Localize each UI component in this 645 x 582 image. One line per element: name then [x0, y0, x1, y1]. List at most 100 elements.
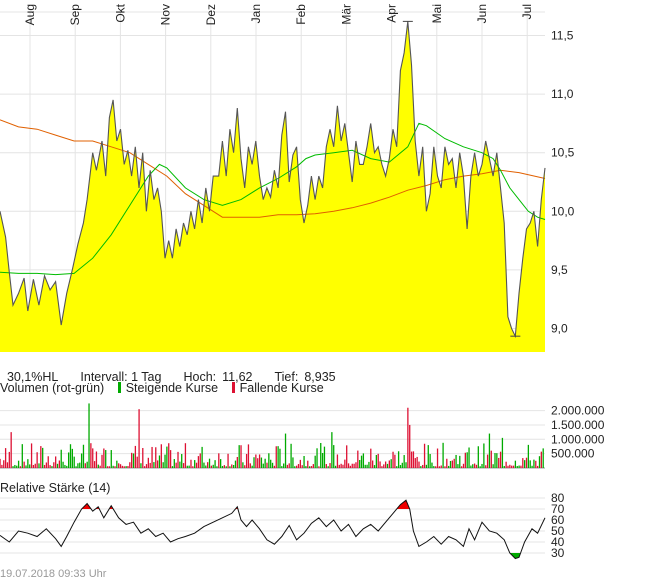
volume-bar-119 — [219, 459, 222, 468]
volume-bar-1 — [1, 464, 3, 468]
volume-bar-258 — [477, 446, 479, 468]
volume-bar-293 — [542, 448, 544, 468]
volume-bar-218 — [403, 455, 405, 468]
volume-bar-115 — [212, 464, 214, 468]
volume-bar-210 — [388, 460, 390, 468]
volume-bar-167 — [308, 466, 311, 468]
volume-bar-111 — [205, 465, 207, 468]
volume-bar-80 — [147, 457, 149, 468]
volume-bar-39 — [71, 448, 73, 468]
volume-bar-7 — [12, 466, 14, 468]
volume-bar-242 — [448, 465, 450, 468]
volume-bar-29 — [53, 462, 55, 468]
rsi-title: Relative Stärke (14) — [0, 481, 111, 495]
volume-bar-232 — [429, 453, 431, 468]
volume-bar-34 — [62, 461, 64, 468]
volume-bar-191 — [353, 463, 355, 468]
volume-bar-41 — [75, 466, 77, 468]
volume-bar-254 — [470, 465, 472, 468]
month-label-1: Sep — [68, 4, 82, 26]
rsi-overbought-fill — [0, 500, 545, 509]
price-tick-label-4: 11,0 — [551, 87, 574, 101]
volume-bar-285 — [527, 444, 530, 468]
volume-bar-271 — [501, 437, 504, 468]
price-tick-label-3: 10,5 — [551, 146, 575, 160]
volume-bar-44 — [80, 453, 83, 468]
volume-bar-15 — [27, 459, 29, 468]
volume-tick-label-3: 2.000.000 — [551, 404, 605, 418]
volume-bar-116 — [214, 460, 216, 468]
volume-bar-174 — [321, 453, 324, 468]
volume-bar-83 — [153, 462, 155, 468]
volume-bar-222 — [410, 451, 413, 468]
volume-bar-251 — [464, 452, 466, 468]
volume-bar-123 — [227, 453, 229, 468]
volume-title: Volumen (rot-grün) — [0, 381, 105, 395]
rsi-grid — [0, 497, 545, 554]
volume-bar-122 — [225, 466, 227, 468]
volume-bar-194 — [359, 459, 361, 468]
volume-bar-82 — [151, 446, 153, 468]
volume-bar-109 — [201, 446, 203, 468]
volume-bar-179 — [331, 432, 333, 468]
rsi-line — [0, 499, 546, 560]
volume-bar-270 — [499, 451, 502, 468]
volume-bar-16 — [29, 464, 31, 468]
volume-bar-217 — [401, 462, 403, 468]
volume-bar-127 — [234, 460, 237, 468]
volume-bar-147 — [271, 462, 274, 468]
volume-bar-91 — [168, 443, 170, 468]
rsi-tick-label-4: 70 — [551, 502, 565, 516]
volume-bar-106 — [195, 462, 198, 468]
volume-bar-101 — [186, 465, 188, 468]
volume-bar-213 — [394, 454, 396, 468]
volume-bar-201 — [372, 460, 374, 468]
volume-bar-143 — [264, 458, 266, 468]
volume-bar-24 — [43, 464, 46, 468]
moving-average-short — [0, 122, 546, 276]
volume-bar-94 — [173, 459, 175, 468]
volume-bar-161 — [297, 464, 300, 468]
volume-bar-85 — [156, 460, 159, 468]
volume-bar-207 — [383, 464, 385, 468]
volume-bar-104 — [192, 466, 194, 468]
volume-bar-269 — [498, 457, 500, 468]
volume-bar-114 — [210, 465, 213, 468]
volume-bar-220 — [407, 407, 409, 468]
price-tick-label-2: 10,0 — [551, 204, 575, 218]
month-axis: Aug Sep Okt Nov Dez Jan Feb Mär Apr Mai Jun Jul — [23, 3, 534, 25]
volume-bar-172 — [318, 466, 320, 468]
volume-bar-78 — [143, 466, 146, 468]
volume-bar-88 — [162, 462, 164, 468]
volume-bar-248 — [459, 455, 461, 468]
volume-bar-185 — [342, 464, 344, 468]
volume-bar-0 — [0, 458, 1, 468]
volume-bar-46 — [84, 463, 86, 468]
volume-bar-23 — [42, 447, 44, 468]
volume-bar-256 — [473, 463, 476, 468]
volume-bar-236 — [436, 448, 439, 468]
volume-bar-126 — [232, 465, 235, 468]
volume-bar-21 — [38, 463, 40, 468]
volume-bar-197 — [364, 464, 366, 468]
volume-bar-56 — [103, 448, 105, 468]
volume-bar-277 — [512, 465, 515, 468]
volume-bar-205 — [379, 461, 381, 468]
volume-bar-170 — [314, 455, 316, 468]
volume-bar-157 — [290, 443, 292, 468]
volume-bar-211 — [390, 459, 392, 468]
volume-bar-181 — [334, 465, 337, 468]
volume-bar-263 — [486, 454, 489, 468]
volume-bar-84 — [155, 447, 157, 468]
volume-bar-70 — [129, 462, 131, 468]
volume-bar-150 — [277, 446, 279, 468]
month-label-4: Dez — [204, 4, 218, 25]
volume-bar-288 — [533, 459, 535, 468]
volume-bar-252 — [466, 452, 468, 468]
volume-bar-120 — [221, 466, 224, 468]
range-label: 30,1%HL — [6, 370, 59, 384]
volume-bar-47 — [86, 461, 88, 468]
volume-bar-156 — [288, 463, 290, 468]
volume-bar-200 — [370, 448, 372, 468]
